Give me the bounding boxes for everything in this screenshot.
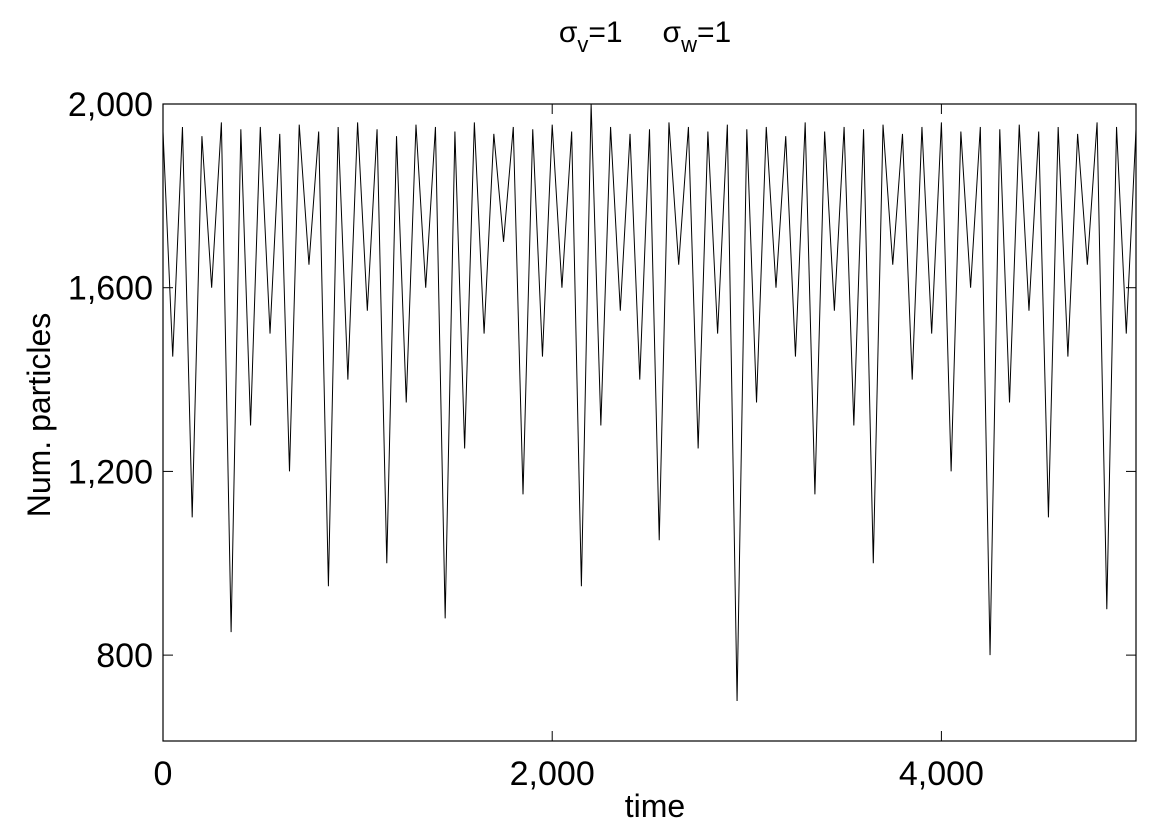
plot-frame (162, 103, 1137, 742)
title-symbol: σ (663, 16, 682, 49)
data-line (162, 103, 1137, 702)
x-axis-label: time (625, 788, 685, 824)
title-text: =1 (697, 16, 731, 49)
chart-title: σv=1 σw=1 (559, 16, 731, 57)
title-text: =1 (588, 16, 622, 49)
x-tick-label: 2,000 (510, 755, 595, 793)
x-tick-label: 4,000 (899, 755, 984, 793)
y-tick-label: 1,200 (68, 453, 153, 491)
title-subscript: v (577, 32, 588, 57)
x-tick-label: 0 (154, 755, 173, 793)
title-subscript: w (680, 32, 697, 57)
y-tick-label: 2,000 (68, 86, 153, 124)
y-tick-label: 1,600 (68, 270, 153, 308)
y-tick-label: 800 (96, 637, 153, 675)
title-symbol: σ (559, 16, 578, 49)
y-axis-label: Num. particles (21, 313, 57, 518)
